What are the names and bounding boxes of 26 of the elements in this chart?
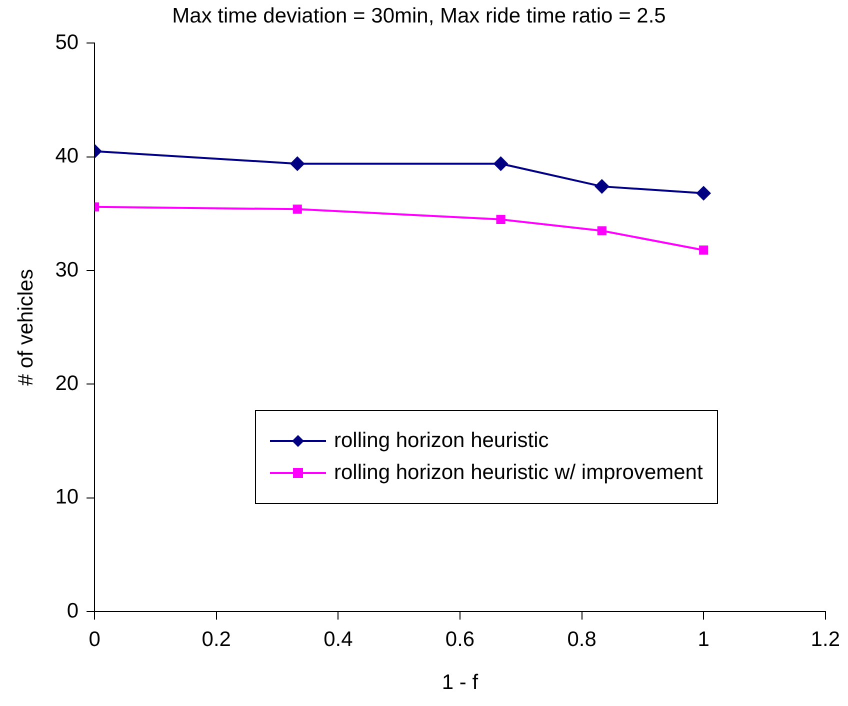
point	[597, 226, 606, 236]
y-tick-label: 30	[55, 258, 79, 282]
point	[696, 186, 711, 200]
x-tick-label: 1	[698, 628, 710, 651]
point	[494, 156, 508, 171]
point	[699, 246, 708, 255]
y-tick-label: 10	[55, 486, 79, 509]
y-tick-label: 40	[55, 144, 79, 168]
x-tick-label: 0.2	[202, 628, 231, 651]
point	[496, 214, 506, 224]
y-tick-label: 50	[55, 30, 79, 54]
legend-label: rolling horizon heuristic w/ improvement	[334, 461, 703, 485]
point	[290, 156, 304, 171]
legend-label: rolling horizon heuristic	[334, 429, 549, 453]
x-tick-label: 0.6	[445, 628, 475, 651]
point	[594, 179, 609, 194]
point	[292, 204, 302, 214]
x-tick-label: 1.2	[810, 628, 840, 651]
y-tick-label: 0	[66, 599, 79, 622]
x-tick-label: 0.4	[324, 628, 354, 651]
y-axis-title: # of vehicles	[14, 269, 38, 386]
x-axis-title: 1 - f	[442, 671, 478, 694]
y-tick-label: 20	[55, 372, 79, 396]
chart-title: Max time deviation = 30min, Max ride time ratio = 2.5	[172, 4, 666, 28]
x-tick-label: 0.8	[567, 628, 596, 651]
x-tick-label: 0	[88, 628, 100, 651]
